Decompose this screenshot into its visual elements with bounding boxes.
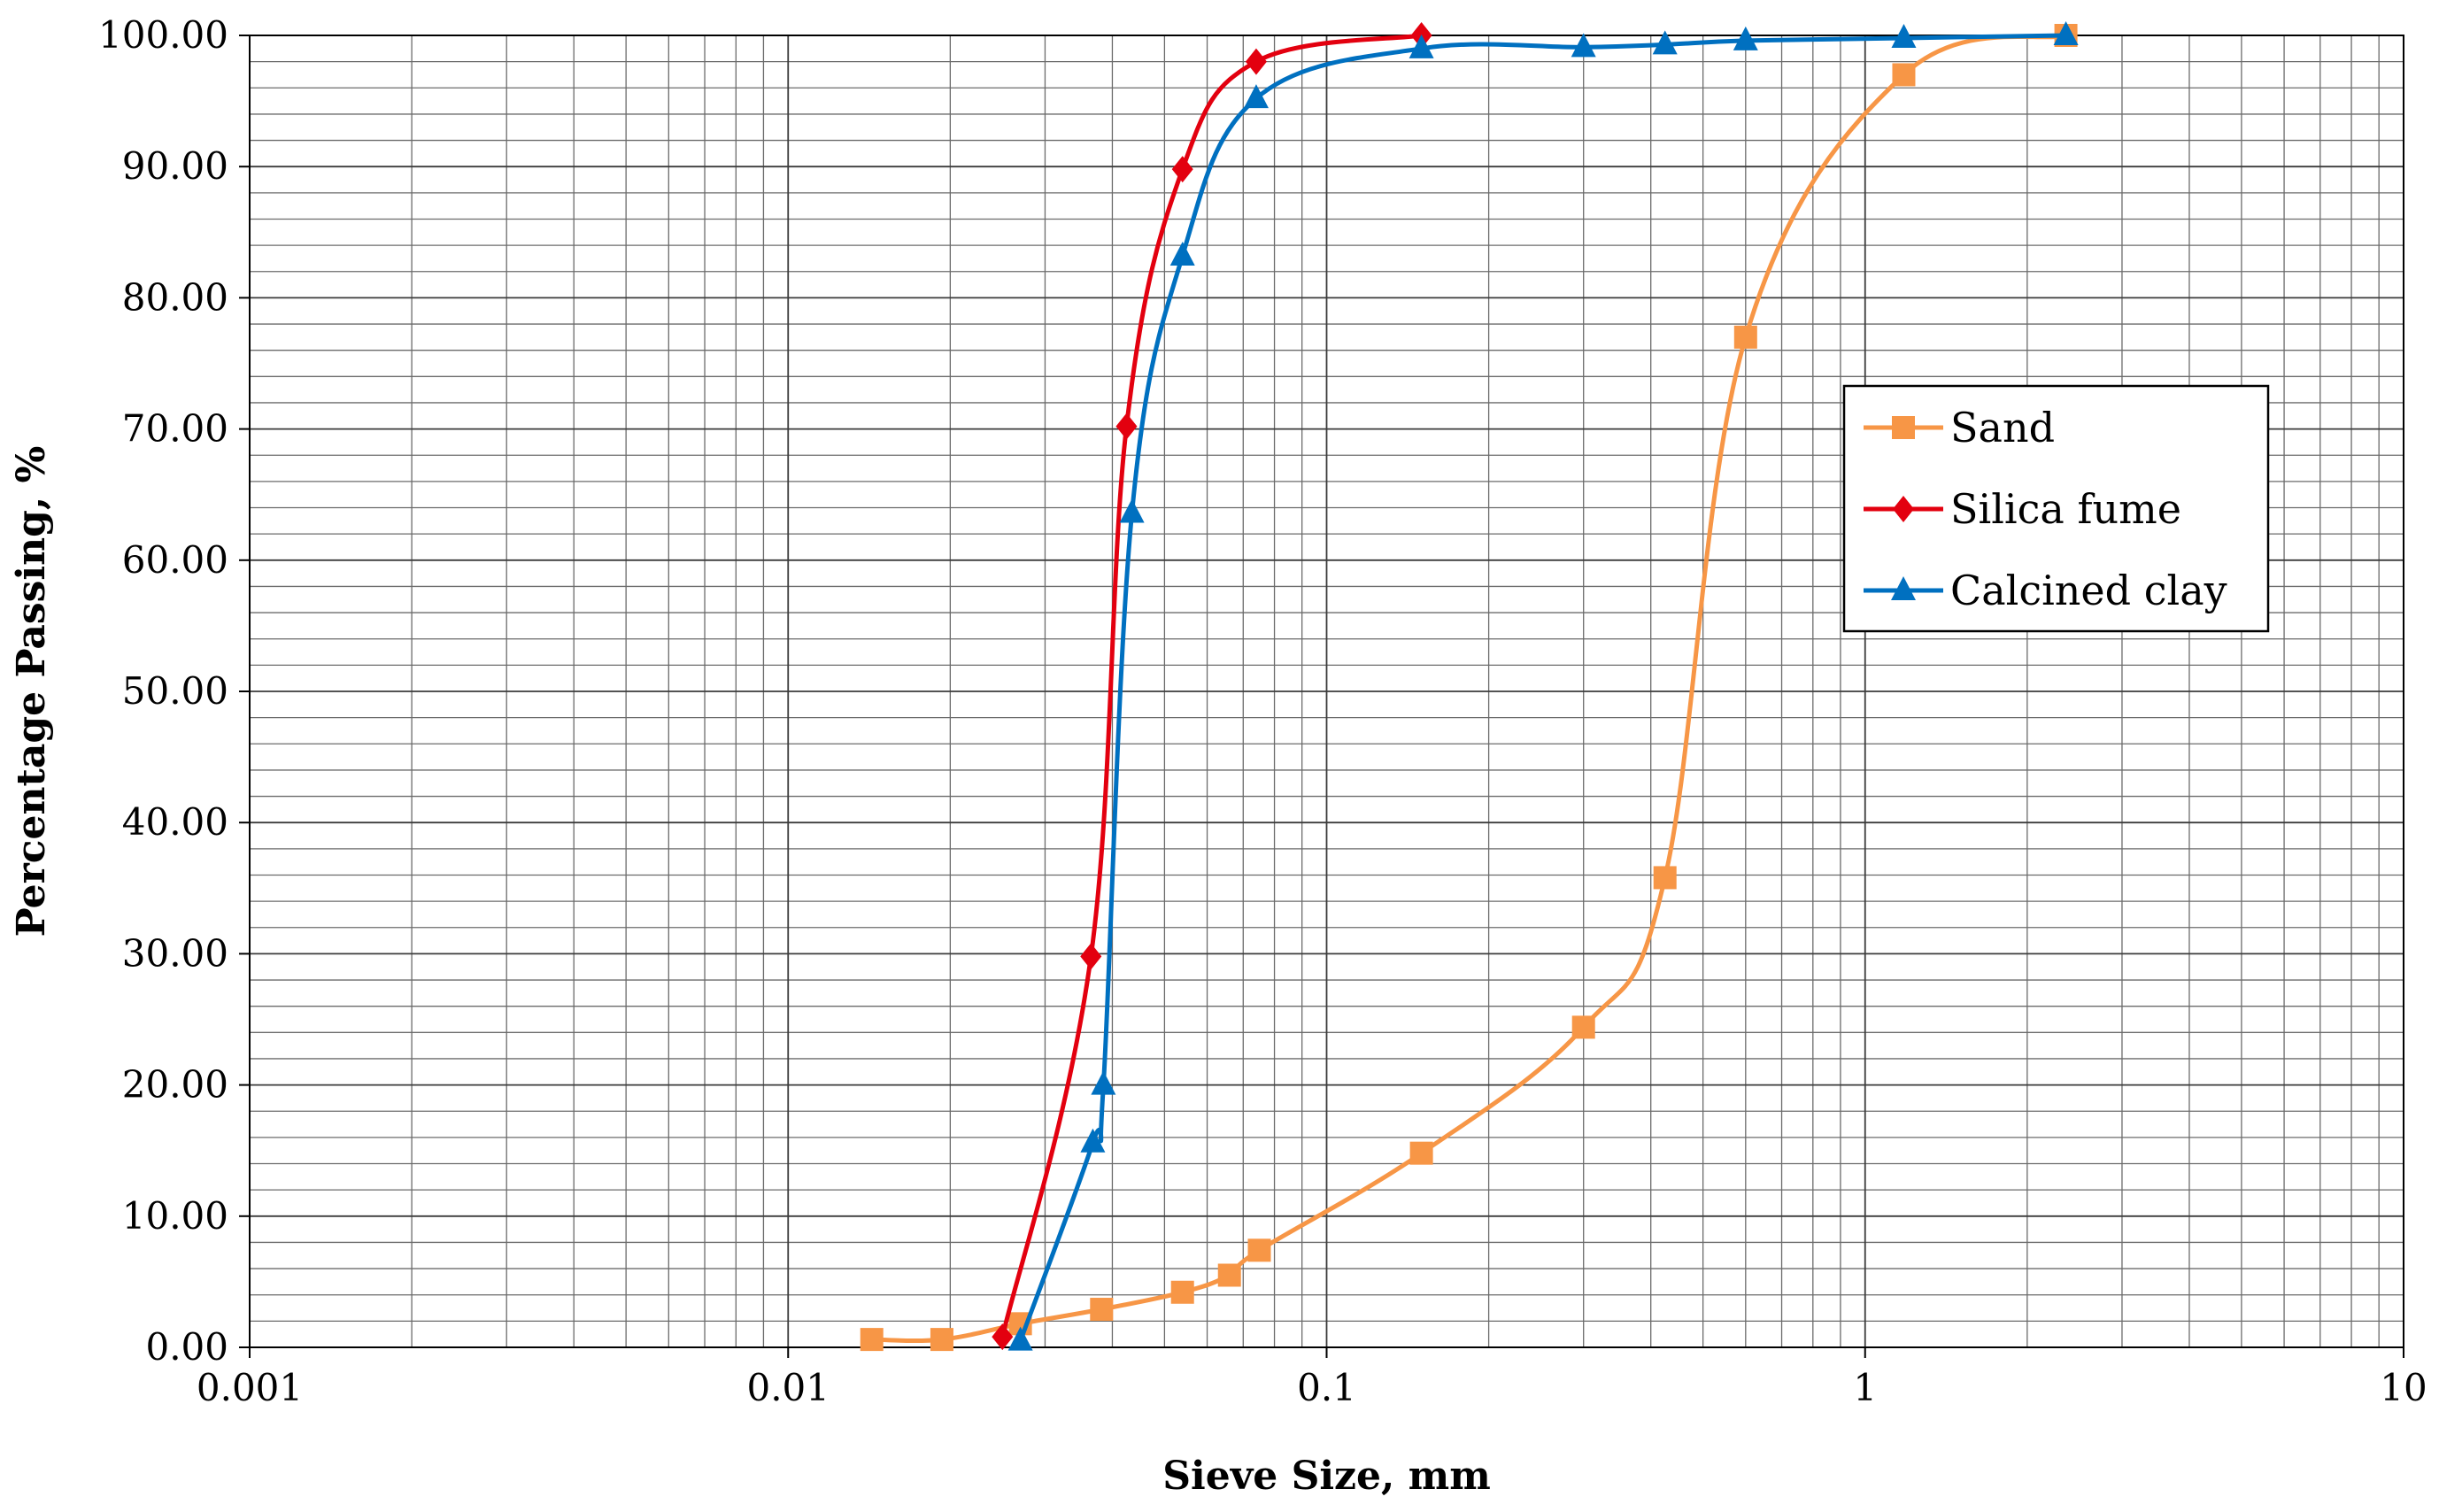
data-point-sand [1247,1238,1271,1262]
series-line-sand [871,33,2067,1344]
series-calcined-clay [1007,21,2079,1351]
data-point-silica-fume [992,1323,1014,1351]
data-point-sand [1217,1263,1241,1287]
major-gridlines [249,35,2404,1348]
y-tick-label: 60.00 [122,538,228,582]
y-axis-title: Percentage Passing, % [9,446,54,937]
data-point-calcined-clay [1080,1128,1106,1153]
x-tick-label: 1 [1853,1366,1877,1409]
data-point-silica-fume [1171,156,1193,183]
data-point-calcined-clay [1007,1326,1033,1351]
legend-marker-silica-fume [1893,496,1914,522]
legend: Sand Silica fume Calcined clay [1842,384,2270,633]
y-tick-label: 70.00 [122,407,228,451]
y-tick-label: 90.00 [122,144,228,188]
x-axis-title: Sieve Size, mm [1162,1454,1491,1499]
y-axis-tick-labels: 0.00 10.00 20.00 30.00 40.00 50.00 60.00 70.00 8… [98,13,228,1369]
legend-marker-sand [1892,416,1915,439]
legend-item-silica-fume: Silica fume [1864,485,2181,533]
x-tick-label: 10 [2380,1366,2427,1409]
y-tick-label: 100.00 [98,13,228,57]
data-point-calcined-clay [1243,84,1269,109]
axis-ticks [239,35,2404,1358]
y-tick-label: 80.00 [122,275,228,319]
x-tick-label: 0.1 [1297,1366,1356,1409]
legend-label-sand: Sand [1950,404,2055,451]
series-line-calcined-clay [1018,33,2066,1342]
data-point-silica-fume [1080,943,1102,970]
data-point-silica-fume [1245,48,1267,75]
data-point-sand [1571,1015,1595,1039]
data-point-silica-fume [1115,413,1138,440]
data-point-calcined-clay [1409,34,1434,58]
data-point-sand [860,1328,884,1352]
data-point-calcined-clay [1571,33,1596,58]
data-point-calcined-clay [1169,241,1195,266]
data-point-sand [1653,866,1677,890]
series-silica-fume [992,22,1432,1351]
legend-item-sand: Sand [1864,404,2055,451]
data-point-calcined-clay [1733,26,1758,50]
data-point-calcined-clay [1119,498,1145,523]
data-point-sand [1733,325,1757,349]
y-tick-label: 10.00 [122,1194,228,1238]
data-point-sand [1090,1298,1114,1322]
legend-label-calcined-clay: Calcined clay [1950,567,2227,614]
data-point-calcined-clay [1652,30,1678,55]
series-sand [860,24,2078,1352]
legend-item-calcined-clay: Calcined clay [1864,567,2227,614]
legend-label-silica-fume: Silica fume [1950,485,2181,533]
x-axis-tick-labels: 0.001 0.01 0.1 1 10 [197,1366,2427,1409]
data-point-sand [930,1328,953,1352]
legend-marker-calcined-clay [1891,576,1916,600]
data-point-calcined-clay [1891,23,1917,48]
y-tick-label: 50.00 [122,669,228,713]
data-point-sand [1892,63,1916,87]
data-point-sand [1170,1280,1194,1304]
data-point-calcined-clay [2053,21,2079,45]
y-tick-label: 0.00 [145,1325,228,1369]
data-point-calcined-clay [1091,1070,1116,1095]
x-tick-label: 0.01 [746,1366,830,1409]
y-tick-label: 20.00 [122,1063,228,1107]
y-tick-label: 30.00 [122,931,228,975]
series-layer [860,21,2079,1352]
y-tick-label: 40.00 [122,800,228,844]
series-line-silica-fume [1000,33,1422,1338]
x-tick-label: 0.001 [197,1366,303,1409]
data-point-sand [1409,1141,1433,1165]
